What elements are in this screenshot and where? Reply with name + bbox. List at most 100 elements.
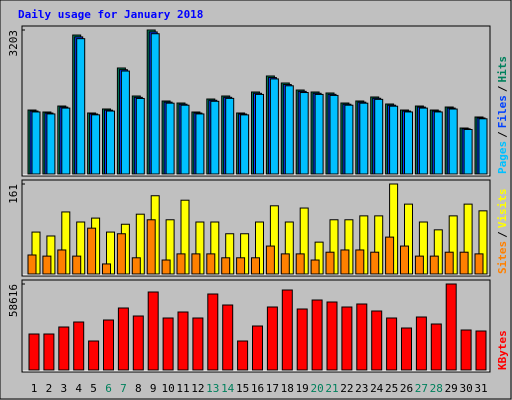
bar [478, 118, 488, 175]
x-tick-label: 8 [135, 382, 142, 395]
bar [281, 289, 293, 371]
x-tick-label: 14 [221, 382, 235, 395]
bar [280, 253, 290, 275]
chart-title: Daily usage for January 2018 [18, 8, 203, 21]
bar [463, 128, 473, 175]
bar [131, 257, 141, 275]
bar [61, 107, 71, 175]
x-tick-label: 2 [46, 382, 53, 395]
x-tick-label: 1 [31, 382, 38, 395]
x-tick-label: 21 [325, 382, 338, 395]
bar [210, 100, 220, 175]
bar [460, 329, 472, 371]
bar [474, 253, 484, 275]
bar [429, 255, 439, 275]
bar [120, 70, 130, 175]
x-tick-label: 20 [310, 382, 323, 395]
bar [73, 321, 85, 371]
x-tick-label: 31 [474, 382, 487, 395]
bar [370, 251, 380, 275]
bar [266, 306, 278, 371]
bar [42, 255, 52, 275]
x-tick-label: 5 [90, 382, 97, 395]
bar [299, 92, 309, 175]
bar [385, 236, 395, 275]
bar [415, 316, 427, 371]
x-tick-label: 10 [161, 382, 174, 395]
bar [180, 104, 190, 175]
x-tick-label: 4 [75, 382, 82, 395]
bar [374, 98, 384, 175]
bar [135, 97, 145, 175]
legend-separator: / [496, 231, 509, 238]
bar [341, 306, 353, 371]
bar [165, 102, 175, 175]
x-tick-label: 29 [445, 382, 458, 395]
bar [310, 259, 320, 275]
bar [252, 325, 263, 371]
bar [102, 263, 111, 275]
x-tick-label: 28 [430, 382, 443, 395]
bar [147, 291, 159, 371]
bar [106, 110, 115, 175]
x-tick-label: 19 [296, 382, 309, 395]
bar [325, 251, 335, 275]
bar [326, 301, 338, 371]
x-tick-label: 15 [236, 382, 249, 395]
bar [448, 108, 458, 175]
bar [72, 255, 82, 275]
bar [311, 299, 323, 371]
bar [295, 253, 305, 275]
bar [359, 102, 369, 175]
x-tick-label: 12 [191, 382, 204, 395]
x-tick-label: 24 [370, 382, 384, 395]
bar [296, 308, 308, 371]
bar [430, 323, 442, 371]
bar [116, 233, 126, 275]
bar [459, 251, 469, 275]
x-tick-label: 3 [60, 382, 67, 395]
bar [27, 254, 37, 275]
bar [236, 257, 246, 275]
bar [356, 303, 368, 371]
bar [57, 249, 67, 275]
bar [88, 340, 100, 371]
bar [161, 259, 171, 275]
bar [91, 114, 101, 175]
bar [401, 327, 412, 371]
bar [355, 249, 365, 275]
bar [195, 113, 205, 175]
x-tick-label: 22 [340, 382, 353, 395]
bar [400, 245, 409, 275]
x-tick-label: 17 [266, 382, 279, 395]
bar [146, 219, 156, 275]
bar [28, 333, 40, 371]
bar [221, 257, 231, 275]
bar [386, 317, 398, 371]
bar [117, 307, 129, 371]
legend: Sites / Visits [496, 189, 509, 275]
bar [340, 249, 350, 275]
bar [240, 114, 250, 175]
bar [192, 317, 204, 371]
y-tick-label: 58616 [7, 284, 20, 317]
legend-separator: / [496, 131, 509, 138]
bar [222, 304, 234, 371]
y-tick-label: 161 [7, 184, 20, 204]
bar [46, 113, 56, 175]
x-tick-label: 25 [385, 382, 398, 395]
bar [31, 111, 41, 175]
bar [76, 38, 86, 175]
bar [414, 255, 424, 275]
legend-entry: Sites [496, 241, 509, 274]
x-tick-label: 11 [176, 382, 189, 395]
bar [445, 283, 457, 371]
bar [103, 319, 114, 371]
x-tick-label: 23 [355, 382, 368, 395]
x-tick-label: 16 [251, 382, 264, 395]
legend-entry: Hits [496, 56, 509, 83]
x-tick-label: 26 [400, 382, 413, 395]
bar [389, 105, 399, 175]
bar [43, 333, 55, 371]
bar [177, 311, 189, 371]
